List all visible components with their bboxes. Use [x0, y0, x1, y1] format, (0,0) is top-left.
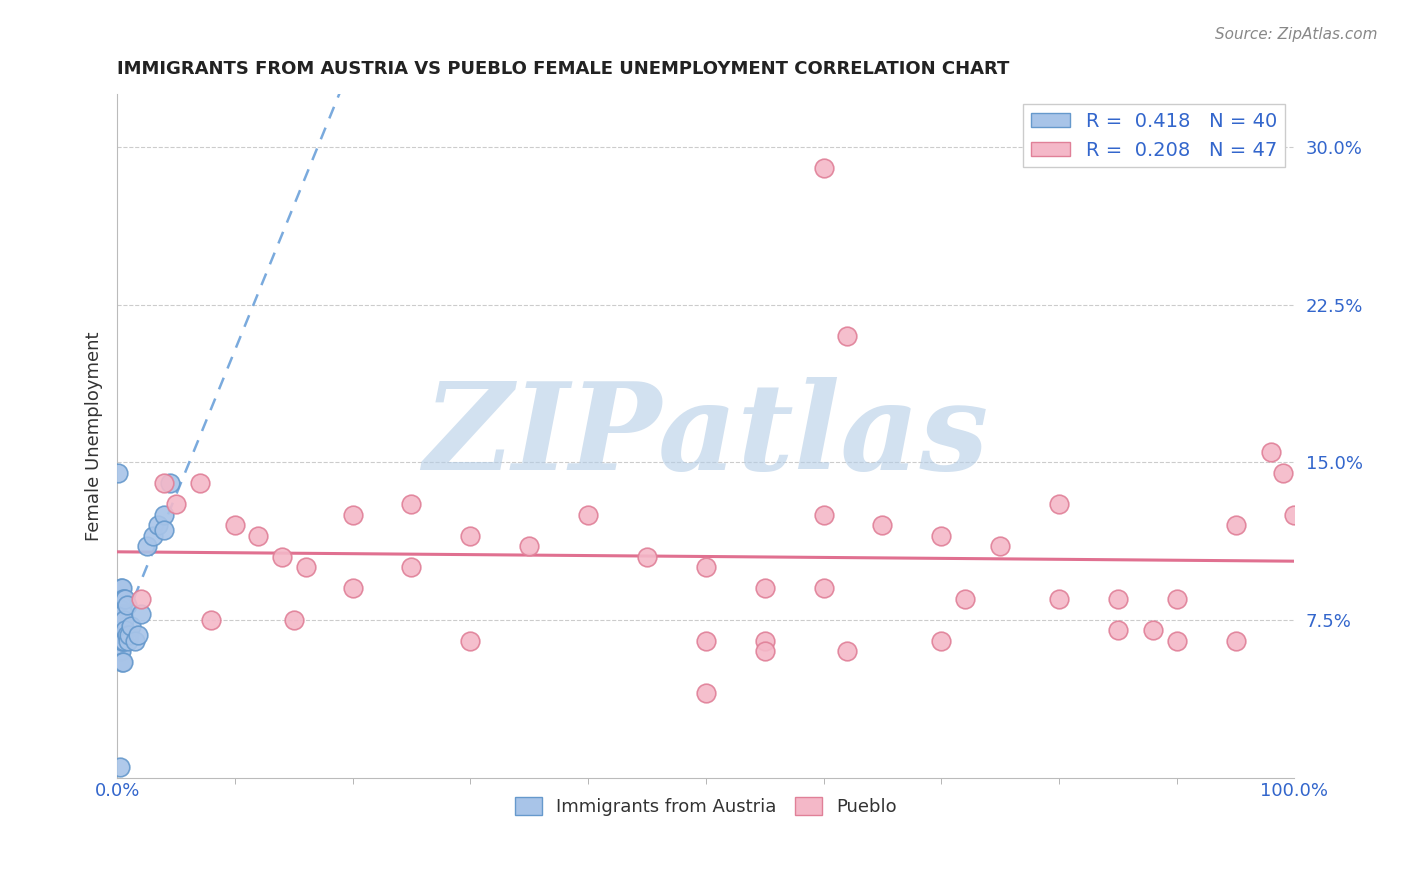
Point: [1225, 634, 1247, 648]
Point: [114, 624, 136, 638]
Point: [153, 508, 176, 522]
Point: [342, 508, 364, 522]
Point: [110, 591, 132, 606]
Point: [118, 627, 141, 641]
Point: [695, 560, 717, 574]
Point: [1047, 591, 1070, 606]
Point: [114, 591, 136, 606]
Point: [576, 508, 599, 522]
Point: [835, 644, 858, 658]
Point: [108, 627, 131, 641]
Point: [929, 529, 952, 543]
Point: [695, 686, 717, 700]
Point: [1284, 508, 1306, 522]
Point: [108, 760, 131, 774]
Point: [115, 598, 138, 612]
Legend: Immigrants from Austria, Pueblo: Immigrants from Austria, Pueblo: [508, 789, 904, 823]
Point: [1166, 591, 1188, 606]
Point: [110, 582, 132, 596]
Point: [153, 476, 176, 491]
Point: [224, 518, 246, 533]
Point: [872, 518, 894, 533]
Point: [636, 549, 658, 564]
Point: [108, 613, 131, 627]
Point: [111, 598, 134, 612]
Point: [129, 607, 152, 621]
Point: [754, 582, 776, 596]
Point: [112, 634, 135, 648]
Point: [953, 591, 976, 606]
Point: [135, 539, 157, 553]
Point: [148, 518, 170, 533]
Point: [813, 161, 835, 175]
Point: [1107, 624, 1129, 638]
Point: [1260, 444, 1282, 458]
Point: [159, 476, 181, 491]
Point: [294, 560, 316, 574]
Point: [988, 539, 1011, 553]
Point: [110, 613, 132, 627]
Point: [271, 549, 294, 564]
Point: [754, 644, 776, 658]
Point: [1271, 466, 1294, 480]
Point: [200, 613, 222, 627]
Point: [112, 607, 135, 621]
Text: ZIPatlas: ZIPatlas: [423, 376, 988, 495]
Point: [110, 634, 132, 648]
Point: [112, 613, 135, 627]
Point: [754, 634, 776, 648]
Point: [460, 634, 482, 648]
Point: [283, 613, 305, 627]
Point: [342, 582, 364, 596]
Point: [165, 497, 187, 511]
Point: [112, 591, 135, 606]
Point: [1107, 591, 1129, 606]
Point: [112, 591, 135, 606]
Point: [127, 627, 149, 641]
Point: [124, 634, 146, 648]
Point: [1142, 624, 1164, 638]
Point: [108, 602, 131, 616]
Point: [517, 539, 540, 553]
Point: [112, 655, 135, 669]
Point: [110, 624, 132, 638]
Point: [929, 634, 952, 648]
Text: Source: ZipAtlas.com: Source: ZipAtlas.com: [1215, 27, 1378, 42]
Point: [112, 634, 135, 648]
Point: [111, 655, 134, 669]
Point: [115, 627, 138, 641]
Point: [107, 466, 129, 480]
Point: [401, 497, 423, 511]
Point: [129, 591, 152, 606]
Point: [188, 476, 211, 491]
Point: [111, 582, 134, 596]
Point: [110, 644, 132, 658]
Point: [1225, 518, 1247, 533]
Point: [695, 634, 717, 648]
Point: [1047, 497, 1070, 511]
Point: [120, 619, 142, 633]
Point: [813, 508, 835, 522]
Point: [111, 613, 134, 627]
Y-axis label: Female Unemployment: Female Unemployment: [86, 331, 103, 541]
Point: [117, 634, 139, 648]
Text: IMMIGRANTS FROM AUSTRIA VS PUEBLO FEMALE UNEMPLOYMENT CORRELATION CHART: IMMIGRANTS FROM AUSTRIA VS PUEBLO FEMALE…: [117, 60, 1010, 78]
Point: [835, 329, 858, 343]
Point: [401, 560, 423, 574]
Point: [1166, 634, 1188, 648]
Point: [141, 529, 163, 543]
Point: [460, 529, 482, 543]
Point: [111, 634, 134, 648]
Point: [153, 523, 176, 537]
Point: [108, 644, 131, 658]
Point: [247, 529, 270, 543]
Point: [813, 582, 835, 596]
